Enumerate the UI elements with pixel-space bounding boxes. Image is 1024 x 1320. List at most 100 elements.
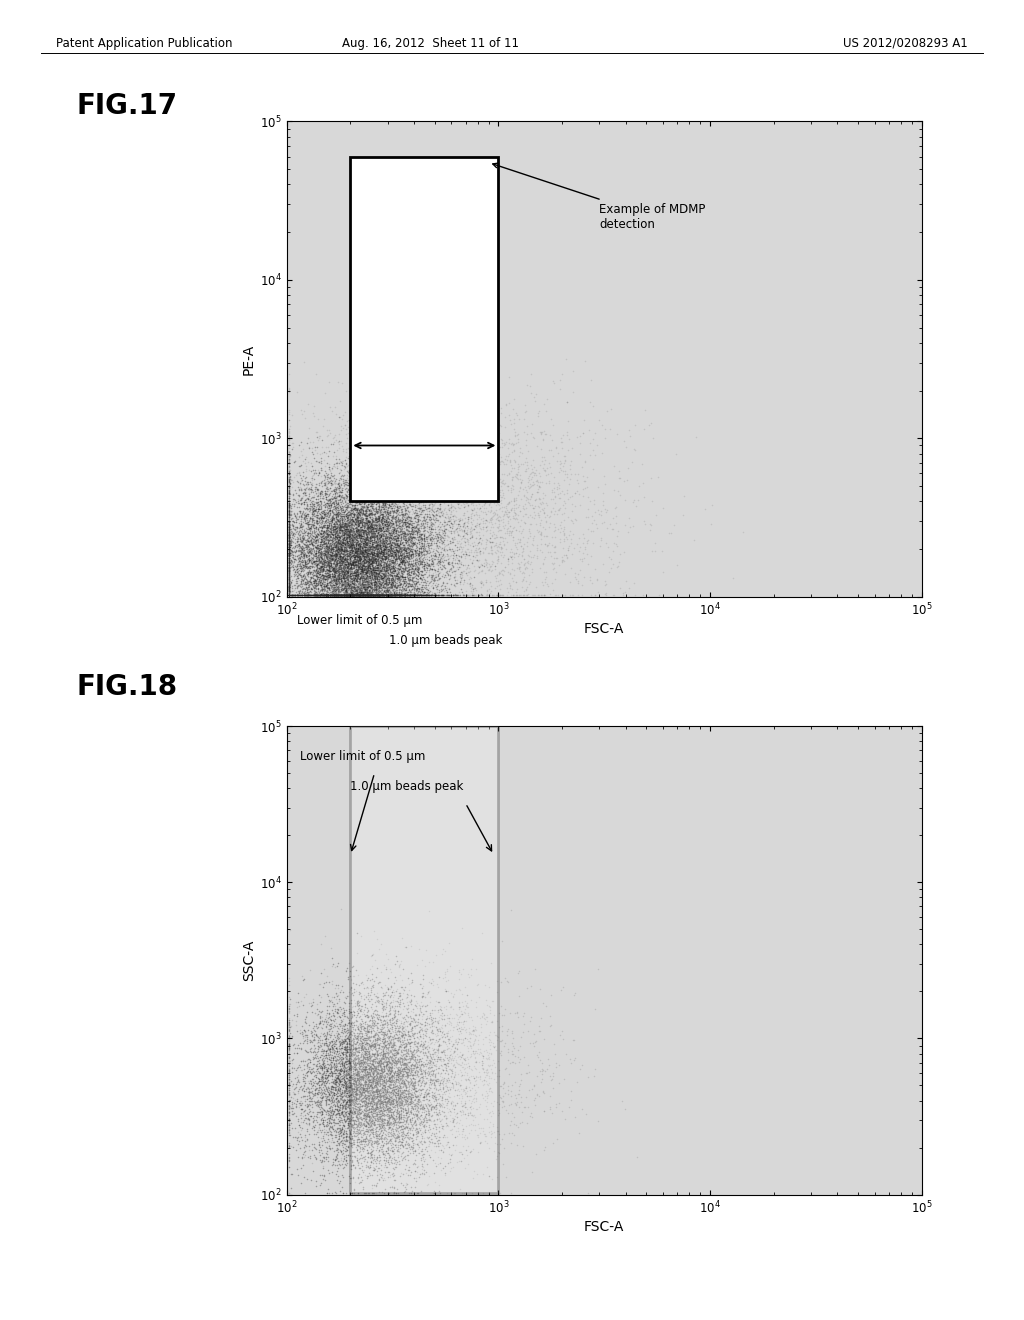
- Point: [324, 549, 340, 570]
- Point: [324, 583, 340, 605]
- Point: [296, 478, 312, 499]
- Point: [399, 583, 416, 605]
- Point: [337, 572, 353, 593]
- Point: [293, 583, 309, 605]
- Point: [460, 583, 476, 605]
- Point: [353, 466, 370, 487]
- Point: [358, 496, 375, 517]
- Point: [385, 541, 401, 562]
- Point: [543, 462, 559, 483]
- Point: [431, 535, 447, 556]
- Point: [301, 1082, 317, 1104]
- Point: [351, 520, 368, 541]
- Point: [447, 510, 464, 531]
- Point: [527, 958, 544, 979]
- Point: [346, 1057, 362, 1078]
- Point: [337, 556, 353, 577]
- Point: [370, 560, 386, 581]
- Point: [306, 1105, 323, 1126]
- Point: [337, 414, 353, 436]
- Point: [384, 520, 400, 541]
- Point: [357, 535, 374, 556]
- Point: [384, 1107, 400, 1129]
- Point: [416, 560, 432, 581]
- Point: [329, 568, 345, 589]
- Point: [324, 512, 340, 533]
- Point: [338, 1077, 354, 1098]
- Point: [292, 550, 308, 572]
- Point: [349, 1129, 366, 1150]
- Point: [411, 1020, 427, 1041]
- Point: [416, 500, 432, 521]
- Point: [478, 583, 495, 605]
- Point: [406, 583, 422, 605]
- Point: [436, 482, 453, 503]
- Point: [425, 455, 441, 477]
- Point: [450, 433, 466, 454]
- Point: [321, 560, 337, 581]
- Point: [431, 1020, 447, 1041]
- Point: [339, 506, 355, 527]
- Point: [340, 492, 356, 513]
- Point: [397, 1077, 414, 1098]
- Point: [353, 1026, 370, 1047]
- Point: [390, 566, 407, 587]
- Point: [317, 558, 334, 579]
- Point: [321, 515, 337, 536]
- Point: [388, 363, 404, 384]
- Point: [414, 529, 430, 550]
- Point: [314, 1131, 331, 1152]
- Point: [382, 1094, 398, 1115]
- Point: [419, 1035, 435, 1056]
- Point: [325, 1092, 341, 1113]
- Point: [324, 572, 340, 593]
- Point: [380, 1028, 396, 1049]
- Point: [351, 544, 368, 565]
- Point: [409, 495, 425, 516]
- Point: [311, 495, 328, 516]
- Point: [481, 1181, 498, 1203]
- Point: [351, 994, 368, 1015]
- Point: [398, 1015, 415, 1036]
- Point: [343, 546, 359, 568]
- Point: [397, 1092, 414, 1113]
- Point: [368, 568, 384, 589]
- Point: [302, 508, 318, 529]
- Point: [316, 532, 333, 553]
- Point: [351, 1061, 368, 1082]
- Point: [369, 531, 385, 552]
- Point: [403, 1127, 420, 1148]
- Point: [399, 1044, 416, 1065]
- Point: [371, 488, 387, 510]
- Point: [447, 469, 464, 490]
- Point: [333, 583, 349, 605]
- Point: [312, 583, 329, 605]
- Point: [327, 503, 343, 524]
- Point: [331, 573, 347, 594]
- Point: [369, 516, 385, 537]
- Point: [483, 1063, 500, 1084]
- Point: [291, 492, 307, 513]
- Point: [417, 1105, 433, 1126]
- Point: [282, 562, 298, 583]
- Point: [484, 506, 501, 527]
- Point: [420, 1093, 436, 1114]
- Point: [332, 548, 348, 569]
- Point: [408, 583, 424, 605]
- Point: [358, 1111, 375, 1133]
- Point: [382, 528, 398, 549]
- Point: [385, 521, 401, 543]
- Point: [393, 1065, 410, 1086]
- Point: [392, 517, 409, 539]
- Point: [524, 1162, 541, 1183]
- Point: [371, 1113, 387, 1134]
- Point: [381, 1052, 397, 1073]
- Point: [311, 1076, 328, 1097]
- Point: [282, 537, 298, 558]
- Point: [599, 517, 615, 539]
- Point: [321, 523, 337, 544]
- Point: [390, 1026, 407, 1047]
- Point: [358, 1032, 375, 1053]
- Point: [310, 517, 327, 539]
- Point: [332, 1067, 348, 1088]
